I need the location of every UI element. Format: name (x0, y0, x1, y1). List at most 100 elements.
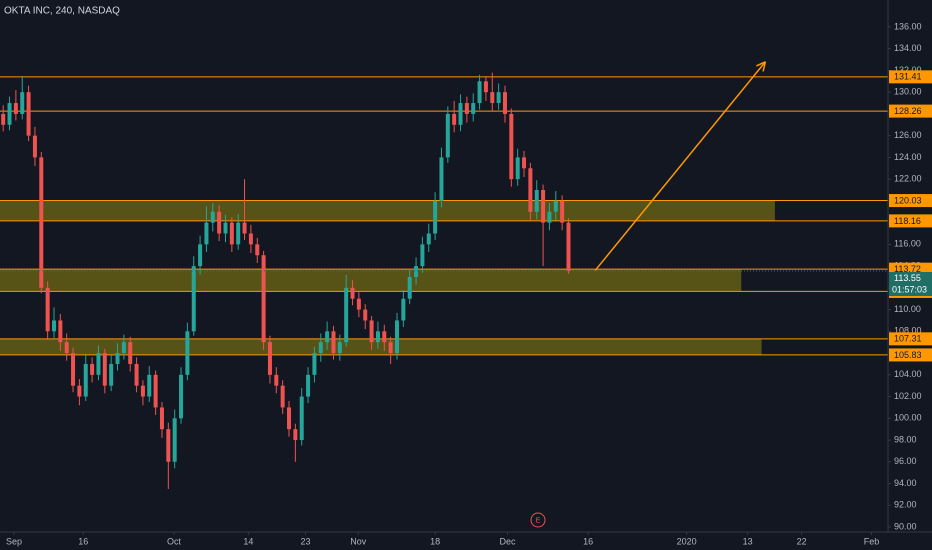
candle-body (134, 363, 139, 386)
candle-body (83, 363, 88, 397)
level-label: 128.26 (894, 106, 922, 116)
level-label-box (889, 70, 932, 84)
candle-body (509, 113, 514, 180)
candle-body (96, 353, 101, 375)
candle-body (458, 103, 463, 125)
candle-body (229, 222, 234, 245)
candle-body (236, 222, 241, 245)
level-label: 131.41 (894, 72, 922, 82)
arrow-head (762, 61, 767, 72)
level-label-box (889, 214, 932, 228)
candle-body (20, 92, 25, 114)
candle-body (102, 353, 107, 386)
earnings-icon[interactable] (530, 512, 546, 528)
candle-body (242, 222, 247, 234)
x-tick-label: 14 (243, 536, 253, 546)
candle-body (369, 320, 374, 343)
candle-body (299, 396, 304, 441)
candle-body (293, 429, 298, 441)
candle-body (267, 342, 272, 375)
level-label: 118.16 (894, 216, 921, 226)
candle-body (337, 342, 342, 354)
candle-body (541, 190, 546, 223)
candle-body (280, 385, 285, 408)
candle-body (255, 244, 260, 256)
candle-body (471, 103, 476, 114)
candle-body (553, 200, 558, 212)
candle-body (121, 342, 126, 354)
level-label: 120.03 (894, 195, 922, 205)
x-tick-label: 16 (583, 536, 593, 546)
y-tick-label: 124.00 (894, 152, 922, 162)
level-label: 113.72 (894, 264, 921, 274)
candle-body (77, 385, 82, 397)
candle-body (261, 255, 266, 343)
y-tick-label: 110.00 (894, 304, 921, 314)
candle-body (185, 331, 190, 375)
candle-body (344, 287, 349, 343)
candle-body (223, 222, 228, 234)
candle-body (64, 342, 69, 354)
candle-body (483, 81, 488, 93)
candle-body (153, 374, 158, 408)
candle-body (26, 92, 31, 136)
candle-body (204, 222, 209, 245)
candle-body (515, 157, 520, 180)
candle-body (115, 353, 120, 364)
candle-body (566, 222, 571, 272)
candle-body (32, 135, 37, 158)
x-tick-label: Oct (167, 536, 182, 546)
y-tick-label: 98.00 (894, 434, 917, 444)
y-tick-label: 126.00 (894, 130, 922, 140)
candle-body (306, 374, 311, 397)
candle-body (547, 211, 552, 223)
y-tick-label: 104.00 (894, 369, 922, 379)
candle-body (356, 298, 361, 310)
candle-body (375, 331, 380, 343)
level-label-box (889, 104, 932, 118)
y-tick-label: 90.00 (894, 521, 917, 531)
candle-body (312, 353, 317, 375)
last-price-label: 113.55 (894, 273, 921, 283)
candle-body (58, 320, 63, 343)
candle-body (534, 190, 539, 212)
chart-title: OKTA INC, 240, NASDAQ (4, 6, 120, 17)
candle-body (7, 103, 12, 125)
candle-body (71, 353, 76, 386)
candle-body (318, 342, 323, 354)
y-tick-label: 92.00 (894, 500, 917, 510)
x-tick-label: Feb (864, 536, 880, 546)
candle-body (274, 374, 279, 386)
candle-body (1, 113, 6, 125)
candle-body (45, 287, 50, 332)
candle-body (350, 287, 355, 299)
y-tick-label: 130.00 (894, 87, 922, 97)
zone (0, 338, 762, 355)
x-tick-label: 2020 (677, 536, 697, 546)
candle-body (401, 298, 406, 321)
candle-body (433, 200, 438, 234)
arrow-head (756, 61, 766, 67)
candle-body (388, 342, 393, 354)
candle-body (426, 233, 431, 245)
candle-body (420, 244, 425, 267)
last-price-box (889, 272, 932, 297)
candle-body (439, 157, 444, 201)
candle-body (191, 266, 196, 332)
candle-body (287, 407, 292, 430)
candle-body (382, 331, 387, 343)
candle-body (248, 233, 253, 245)
x-tick-label: 22 (797, 536, 807, 546)
y-tick-label: 108.00 (894, 326, 922, 336)
candle-body (331, 331, 336, 354)
x-tick-label: Dec (500, 536, 517, 546)
candle-body (128, 342, 133, 364)
candle-body (477, 81, 482, 104)
candle-body (363, 309, 368, 321)
plot (0, 61, 888, 489)
candle-body (159, 407, 164, 430)
y-tick-label: 94.00 (894, 478, 917, 488)
y-tick-label: 100.00 (894, 413, 922, 423)
